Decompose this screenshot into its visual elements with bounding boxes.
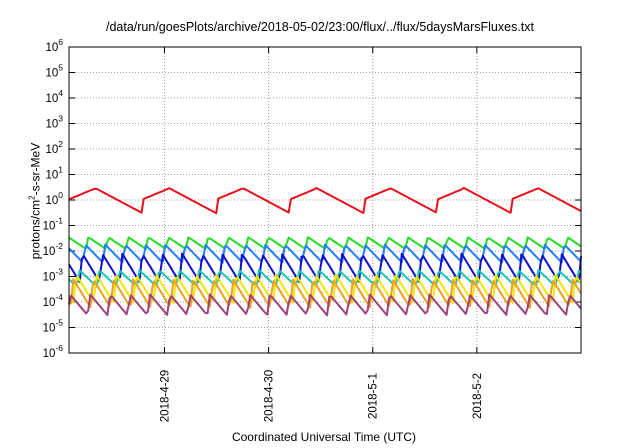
x-axis-label: Coordinated Universal Time (UTC): [231, 430, 417, 444]
y-tick-label: 10-4: [43, 292, 64, 309]
series-line: [68, 186, 582, 215]
y-tick-label: 106: [45, 37, 63, 54]
x-tick-label: 2018-4-29: [159, 370, 171, 422]
y-axis-label-exp: 2: [27, 195, 37, 200]
chart-title: /data/run/goesPlots/archive/2018-05-02/2…: [105, 20, 534, 34]
series-line: [68, 243, 582, 264]
x-tick-label: 2018-5-2: [472, 373, 484, 419]
series-line: [68, 293, 582, 317]
y-axis-label-rest: -s-sr-MeV: [28, 142, 43, 196]
x-tick-label: 2018-5-1: [368, 373, 380, 419]
y-tick-label: 10-6: [43, 343, 64, 360]
y-tick-label: 101: [45, 165, 63, 182]
series-line: [68, 273, 582, 305]
x-tick-label: 2018-4-30: [264, 370, 276, 422]
y-tick-label: 100: [45, 190, 63, 207]
y-tick-label: 10-3: [43, 267, 64, 284]
y-tick-label: 10-1: [43, 216, 64, 233]
plot-frame: [68, 46, 582, 354]
y-tick-label: 102: [45, 139, 63, 156]
y-tick-label: 10-5: [43, 318, 64, 335]
y-tick-label: 10-2: [43, 241, 64, 258]
series-line: [68, 278, 582, 309]
y-axis-label-unit: protons/cm: [28, 199, 43, 260]
y-axis-label: protons/cm2-s-sr-MeV: [28, 143, 43, 259]
y-tick-label: 103: [45, 114, 63, 131]
y-tick-label: 105: [45, 63, 63, 80]
y-tick-label: 104: [45, 88, 63, 105]
